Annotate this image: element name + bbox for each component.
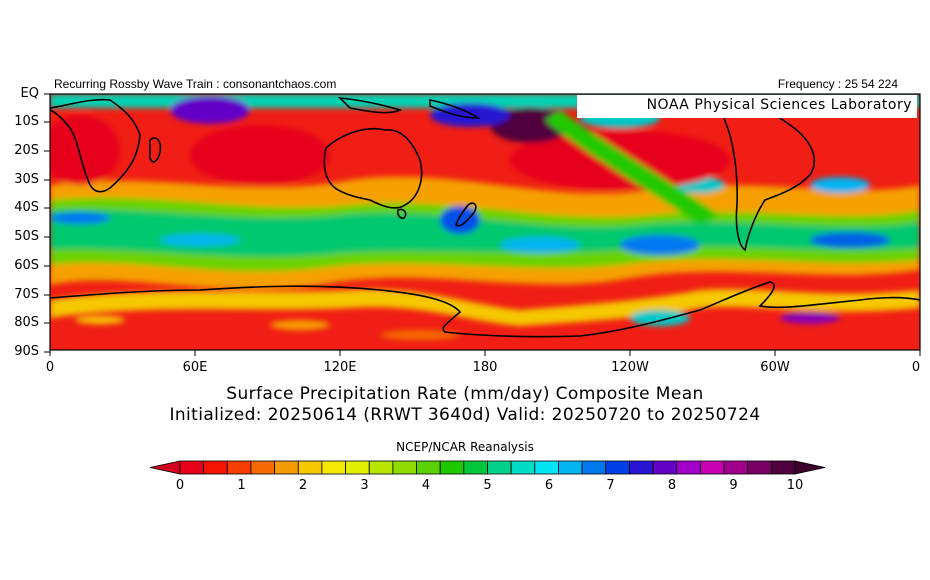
colorbar-swatch <box>723 460 749 475</box>
lon-label: 0 <box>45 360 55 375</box>
header-frequency: Frequency : 25 54 224 <box>777 77 898 91</box>
colorbar-tick-label: 7 <box>606 478 615 493</box>
colorbar-tick-label: 4 <box>421 478 431 493</box>
colorbar-swatch <box>250 460 276 475</box>
colorbar-tick-label: 10 <box>786 478 804 493</box>
colorbar-tick-label: 6 <box>544 478 554 493</box>
lon-label: 60E <box>182 360 208 375</box>
lon-label: 60W <box>760 360 790 375</box>
colorbar-swatch <box>463 460 488 475</box>
colorbar-swatch <box>652 460 678 475</box>
colorbar-swatch <box>699 460 725 475</box>
colorbar-swatch <box>297 460 323 475</box>
colorbar-swatch <box>392 460 417 475</box>
lon-ticks <box>49 350 921 356</box>
colorbar-swatch <box>416 460 441 475</box>
colorbar <box>149 460 826 475</box>
lat-label: 30S <box>14 172 39 187</box>
colorbar-tick-label: 3 <box>360 478 369 493</box>
colorbar-tick-label: 9 <box>729 478 738 493</box>
lat-label: 50S <box>14 229 39 244</box>
colorbar-tick-label: 0 <box>175 478 185 493</box>
colorbar-swatch <box>487 460 512 475</box>
colorbar-swatch <box>345 460 370 475</box>
colorbar-swatch <box>274 460 299 475</box>
colorbar-tick-label: 1 <box>237 478 246 493</box>
lat-label: 80S <box>14 315 39 330</box>
colorbar-swatch <box>581 460 607 475</box>
colorbar-tick-label: 2 <box>298 478 308 493</box>
colorbar-max-arrow <box>794 460 826 475</box>
lat-label: 70S <box>14 287 39 302</box>
lat-label: 60S <box>14 258 39 273</box>
lon-label: 180 <box>472 360 498 375</box>
colorbar-swatch <box>676 460 701 475</box>
colorbar-swatch <box>226 460 252 475</box>
colorbar-swatch <box>439 460 465 475</box>
lat-label: 90S <box>14 344 39 359</box>
colorbar-tick-label: 5 <box>483 478 492 493</box>
lat-label: 40S <box>14 200 39 215</box>
lon-label: 120W <box>611 360 649 375</box>
lon-label: 120E <box>323 360 357 375</box>
colorbar-swatch <box>558 460 583 475</box>
colorbar-swatch <box>321 460 346 475</box>
colorbar-swatch <box>605 460 630 475</box>
colorbar-min-arrow <box>149 460 181 475</box>
chart-subtitle: Initialized: 20250614 (RRWT 3640d) Valid… <box>169 405 761 425</box>
coastlines <box>50 96 920 338</box>
colorbar-swatch <box>629 460 654 475</box>
chart-title: Surface Precipitation Rate (mm/day) Comp… <box>226 384 704 404</box>
data-source-label: NCEP/NCAR Reanalysis <box>396 440 534 454</box>
colorbar-swatch <box>368 460 394 475</box>
lat-label: 20S <box>14 143 39 158</box>
noaa-badge: NOAA Physical Sciences Laboratory <box>577 95 917 118</box>
lon-label: 0 <box>911 360 921 375</box>
colorbar-swatch <box>179 460 205 475</box>
lat-label: EQ <box>20 86 39 101</box>
lat-label: 10S <box>14 114 39 129</box>
noaa-badge-label: NOAA Physical Sciences Laboratory <box>646 97 912 113</box>
colorbar-swatch <box>510 460 536 475</box>
colorbar-swatch <box>203 460 228 475</box>
colorbar-swatch <box>534 460 559 475</box>
header-credit: Recurring Rossby Wave Train : consonantc… <box>54 77 337 91</box>
lat-ticks <box>44 93 50 353</box>
colorbar-swatch <box>770 460 796 475</box>
colorbar-tick-label: 8 <box>667 478 677 493</box>
colorbar-swatch <box>747 460 772 475</box>
